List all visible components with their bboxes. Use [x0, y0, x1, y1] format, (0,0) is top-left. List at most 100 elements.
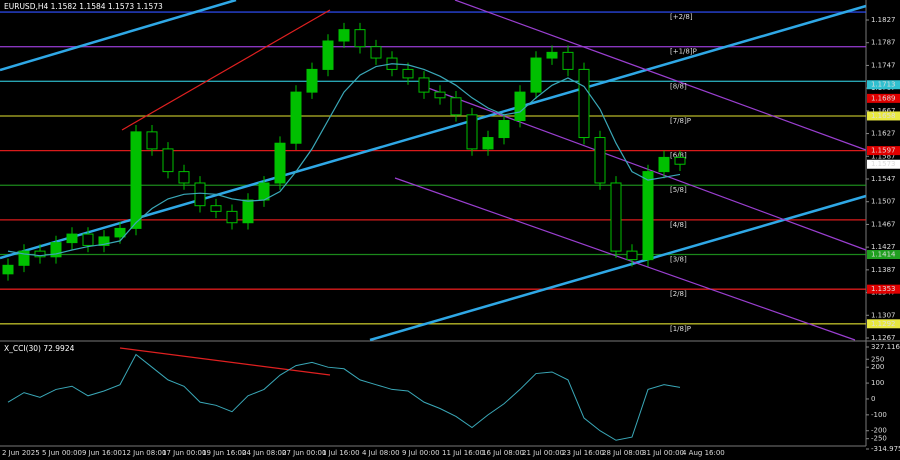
- y-tick-label: 1.1507: [871, 198, 896, 206]
- candle-body: [450, 97, 462, 116]
- level-label: [4/8]: [670, 221, 687, 229]
- x-tick-label: 24 Jun 08:00: [242, 449, 286, 457]
- channel-line: [419, 84, 867, 251]
- candle-body: [354, 29, 366, 48]
- level-label: [8/8]: [670, 82, 687, 90]
- price-tag: [867, 80, 900, 90]
- candle-body: [226, 210, 238, 224]
- y-tick-label: 1.1627: [871, 130, 896, 138]
- price-tag: [867, 250, 900, 260]
- indicator-title: X_CCI(30) 72.9924: [4, 344, 75, 353]
- candle-body: [34, 250, 46, 258]
- candle-body: [610, 182, 622, 252]
- candle-body: [338, 29, 350, 42]
- candle-body: [242, 199, 254, 224]
- candle-body: [178, 171, 190, 184]
- price-tag-label: 1.1414: [871, 251, 896, 259]
- price-tag: [867, 159, 900, 169]
- candle-body: [50, 242, 62, 258]
- candle-body: [82, 233, 94, 246]
- candle-body: [306, 68, 318, 93]
- x-tick-label: 4 Jul 08:00: [362, 449, 400, 457]
- moving-average: [7, 63, 681, 257]
- level-label: [+1/8]P: [670, 48, 697, 56]
- level-label: [+2/8]: [670, 13, 693, 21]
- price-tag: [867, 319, 900, 329]
- channel-line: [454, 0, 867, 151]
- level-label: [2/8]: [670, 290, 687, 298]
- y-tick-label: 1.1387: [871, 266, 896, 274]
- candle-body: [530, 57, 542, 93]
- candle-body: [642, 171, 654, 261]
- price-tag-label: 1.1713: [871, 81, 896, 89]
- level-label: [6/8]: [670, 152, 687, 160]
- candle-body: [98, 236, 110, 246]
- y-tick-label: 1.1787: [871, 39, 896, 47]
- candle-body: [114, 227, 126, 238]
- y-tick-label: 200: [871, 363, 884, 371]
- y-tick-label: -250: [871, 435, 887, 443]
- y-tick-label: 250: [871, 355, 884, 363]
- candle-body: [370, 46, 382, 59]
- x-tick-label: 11 Jul 16:00: [442, 449, 484, 457]
- y-tick-label: 1.1307: [871, 311, 896, 319]
- x-tick-label: 12 Jun 08:00: [122, 449, 166, 457]
- price-tag: [867, 93, 900, 103]
- candle-body: [162, 148, 174, 173]
- x-tick-label: 9 Jul 00:00: [402, 449, 440, 457]
- candle-body: [514, 91, 526, 122]
- price-tag-label: 1.1658: [871, 112, 896, 120]
- candle-body: [674, 156, 686, 165]
- level-label: [3/8]: [670, 256, 687, 264]
- candle-body: [210, 205, 222, 212]
- channel-line: [394, 177, 856, 341]
- y-tick-label: 327.116: [871, 343, 900, 351]
- candle-body: [322, 40, 334, 70]
- price-tag-label: 1.1353: [871, 285, 896, 293]
- candle-body: [2, 264, 14, 275]
- x-tick-label: 17 Jun 00:00: [162, 449, 206, 457]
- x-tick-label: 28 Jul 08:00: [602, 449, 644, 457]
- level-label: [7/8]P: [670, 117, 691, 125]
- candle-body: [482, 137, 494, 150]
- y-tick-label: 1.1267: [871, 334, 896, 342]
- price-tag-label: 1.1573: [871, 160, 896, 168]
- x-tick-label: 23 Jul 16:00: [562, 449, 604, 457]
- candle-body: [626, 250, 638, 261]
- y-tick-label: 1.1747: [871, 61, 896, 69]
- candle-body: [418, 77, 430, 93]
- candle-body: [498, 120, 510, 139]
- x-tick-label: 27 Jun 00:00: [282, 449, 326, 457]
- divergence-line: [119, 347, 331, 376]
- x-tick-label: 4 Aug 16:00: [682, 449, 725, 457]
- candle-body: [658, 156, 670, 173]
- price-tag: [867, 111, 900, 121]
- price-tag: [867, 146, 900, 156]
- candle-body: [546, 51, 558, 59]
- x-tick-label: 9 Jun 16:00: [82, 449, 122, 457]
- cci-line: [7, 353, 681, 441]
- price-tag: [867, 284, 900, 294]
- y-tick-label: 1.1827: [871, 16, 896, 24]
- candle-body: [194, 182, 206, 207]
- price-tag-label: 1.1689: [871, 94, 896, 102]
- price-tag-label: 1.1292: [871, 320, 896, 328]
- y-tick-label: 0: [871, 395, 875, 403]
- y-tick-label: -314.975: [871, 445, 900, 453]
- candle-body: [274, 142, 286, 184]
- x-tick-label: 1 Jul 16:00: [322, 449, 360, 457]
- chart-title: EURUSD,H4 1.1582 1.1584 1.1573 1.1573: [4, 2, 163, 11]
- candle-body: [402, 68, 414, 79]
- price-tag-label: 1.1597: [871, 147, 896, 155]
- y-tick-label: 1.1667: [871, 107, 896, 115]
- candle-body: [66, 233, 78, 244]
- candle-body: [18, 250, 30, 266]
- candle-body: [146, 131, 158, 150]
- candle-body: [258, 182, 270, 201]
- y-tick-label: 1.1547: [871, 175, 896, 183]
- candle-body: [578, 68, 590, 139]
- x-tick-label: 2 Jun 2025: [2, 449, 40, 457]
- candle-body: [290, 91, 302, 144]
- level-label: [5/8]: [670, 186, 687, 194]
